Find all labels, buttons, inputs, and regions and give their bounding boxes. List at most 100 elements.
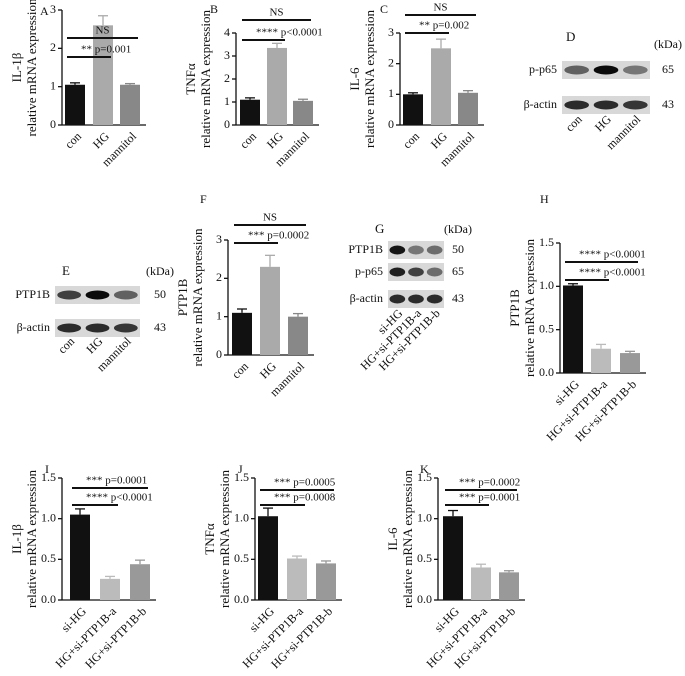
x-tick-label: HG	[90, 129, 112, 151]
bar	[431, 48, 451, 126]
blot-band	[389, 267, 406, 277]
x-tick-label: HG	[257, 359, 279, 381]
protein-label: β-actin	[524, 97, 557, 111]
blot-band	[564, 100, 589, 110]
protein-label: β-actin	[17, 320, 50, 334]
y-tick-label: 3	[388, 25, 394, 39]
kda-header: (kDa)	[146, 264, 174, 278]
significance-label: *** p=0.0002	[459, 477, 520, 489]
y-tick-label: 0	[216, 347, 222, 361]
bar	[563, 285, 583, 373]
bar	[240, 99, 260, 125]
blot-band	[408, 294, 424, 304]
y-axis-label: IL-1β	[9, 52, 24, 82]
bar	[93, 25, 113, 125]
bar	[293, 100, 313, 125]
panel-letter: C	[380, 2, 388, 16]
y-axis-label: relative mRNA expression	[400, 470, 415, 608]
significance-label: ** p=0.002	[419, 20, 469, 32]
bar	[499, 572, 519, 600]
blot-band	[389, 294, 406, 304]
y-tick-label: 2	[216, 270, 222, 284]
y-axis-label: IL-6	[385, 527, 400, 551]
y-tick-label: 4	[224, 25, 230, 39]
y-tick-label: 1.5	[417, 470, 432, 484]
protein-label: β-actin	[350, 291, 383, 305]
bar	[443, 516, 463, 600]
y-tick-label: 1	[224, 94, 230, 108]
bar	[458, 92, 478, 125]
bar	[288, 316, 308, 355]
y-tick-label: 2	[50, 40, 56, 54]
blot-band	[564, 65, 589, 75]
y-axis-label: relative mRNA expression	[24, 0, 39, 136]
y-axis-label: IL-1β	[9, 524, 24, 554]
y-tick-label: 0.0	[539, 365, 554, 379]
protein-label: p-p65	[529, 62, 557, 76]
protein-label: PTP1B	[348, 242, 383, 256]
y-tick-label: 0.5	[234, 551, 249, 565]
panel-letter: A	[40, 4, 49, 18]
significance-label: *** p=0.0008	[274, 492, 336, 504]
bar	[65, 84, 85, 125]
panel-letter: K	[420, 462, 429, 476]
blot-band	[85, 323, 110, 333]
y-tick-label: 1.0	[234, 510, 249, 524]
y-axis-label: PTP1B	[507, 289, 522, 327]
bar	[403, 94, 423, 125]
y-tick-label: 2	[388, 55, 394, 69]
y-axis-label: IL-6	[347, 67, 362, 91]
blot-band	[426, 245, 443, 255]
blot-band	[113, 323, 138, 333]
bar	[70, 514, 90, 600]
kda-label: 43	[154, 320, 166, 334]
y-axis-label: relative mRNA expression	[190, 228, 205, 366]
significance-label: NS	[269, 7, 283, 19]
y-tick-label: 3	[224, 48, 230, 62]
kda-label: 43	[662, 97, 674, 111]
y-axis-label: PTP1B	[175, 278, 190, 316]
significance-label: NS	[433, 2, 447, 14]
bar	[120, 84, 140, 125]
x-tick-label: con	[229, 359, 251, 381]
blot-band	[408, 267, 424, 277]
y-tick-label: 3	[50, 2, 56, 16]
y-tick-label: 0.5	[41, 551, 56, 565]
y-axis-label: relative mRNA expression	[362, 10, 377, 148]
bar	[100, 578, 120, 600]
lane-label: HG	[592, 112, 614, 134]
kda-label: 50	[154, 287, 166, 301]
bar	[260, 266, 280, 355]
lane-label: HG	[83, 334, 105, 356]
y-tick-label: 1	[388, 86, 394, 100]
y-axis-label: relative mRNA expression	[198, 10, 213, 148]
bar	[130, 564, 150, 600]
blot-band	[408, 245, 424, 255]
blot-band	[623, 65, 648, 75]
y-tick-label: 1.0	[539, 278, 554, 292]
kda-label: 65	[662, 62, 674, 76]
significance-label: *** p=0.0001	[459, 492, 520, 504]
significance-label: **** p<0.0001	[86, 492, 153, 504]
blot-band	[426, 294, 443, 304]
y-axis-label: relative mRNA expression	[217, 470, 232, 608]
y-tick-label: 0	[50, 117, 56, 131]
y-axis-label: TNFα	[183, 63, 198, 95]
y-tick-label: 1.0	[417, 510, 432, 524]
blot-band	[593, 65, 619, 75]
significance-label: *** p=0.0001	[86, 475, 147, 487]
significance-label: ** p=0.001	[81, 44, 131, 56]
y-tick-label: 1.5	[41, 470, 56, 484]
panel-letter: E	[62, 263, 70, 278]
bar	[258, 516, 278, 600]
y-tick-label: 1.5	[234, 470, 249, 484]
panel-letter: I	[45, 462, 49, 476]
y-axis-label: relative mRNA expression	[522, 239, 537, 377]
lane-label: con	[563, 112, 585, 134]
blot-band	[85, 290, 110, 300]
blot-band	[113, 290, 138, 300]
bar	[287, 558, 307, 600]
y-tick-label: 0.5	[539, 321, 554, 335]
blot-band	[57, 290, 82, 300]
panel-letter: F	[200, 192, 207, 206]
